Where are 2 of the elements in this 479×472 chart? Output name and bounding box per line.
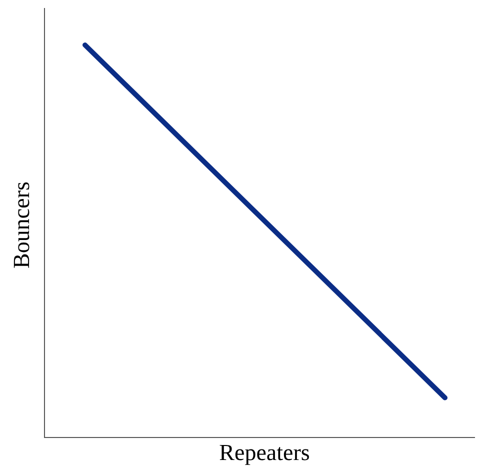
y-axis-title: Bouncers <box>9 182 35 268</box>
x-axis-title: Repeaters <box>218 440 311 466</box>
